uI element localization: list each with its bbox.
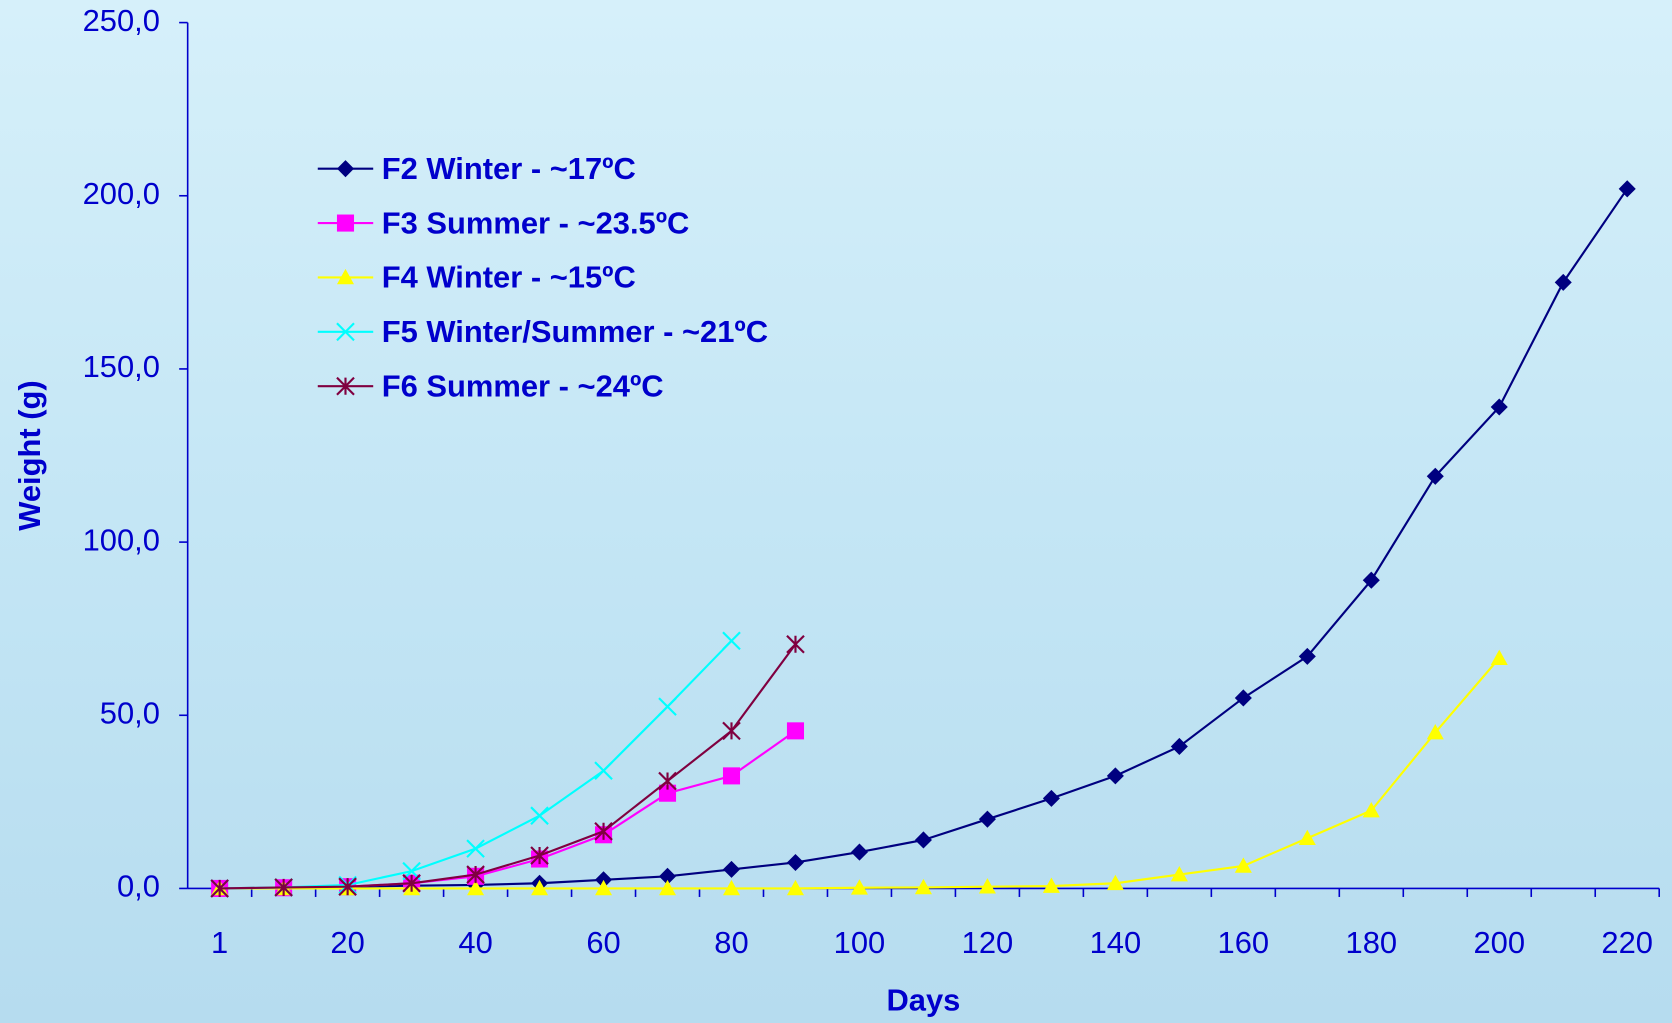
legend-label: F2 Winter - ~17ºC	[382, 151, 636, 186]
x-tick-label: 160	[1218, 925, 1270, 960]
series-line	[220, 641, 732, 889]
marker	[659, 773, 676, 790]
chart: Days Weight (g) 0,0 50,0 100,0 150,0 200,0 25…	[0, 0, 1672, 1023]
marker	[659, 698, 676, 715]
legend-label: F3 Summer - ~23.5ºC	[382, 205, 690, 240]
marker	[1619, 180, 1636, 197]
marker	[1107, 767, 1124, 784]
marker	[1171, 738, 1188, 755]
marker	[915, 831, 932, 848]
marker	[979, 811, 996, 828]
x-tick-label: 120	[962, 925, 1014, 960]
marker	[723, 632, 740, 649]
legend-label: F4 Winter - ~15ºC	[382, 260, 636, 295]
legend: F2 Winter - ~17ºC F3 Summer - ~23.5ºC F4 W…	[318, 151, 768, 404]
x-tick-label: 180	[1346, 925, 1398, 960]
legend-marker	[337, 160, 354, 177]
series-line	[220, 644, 796, 888]
y-tick-label: 250,0	[83, 3, 160, 38]
x-axis-title: Days	[886, 983, 960, 1018]
x-tick-label: 80	[714, 925, 748, 960]
x-tick-label: 100	[834, 925, 886, 960]
marker	[787, 636, 804, 653]
marker	[787, 854, 804, 871]
y-tick-label: 50,0	[100, 695, 160, 730]
marker	[1235, 857, 1252, 872]
x-tick-label: 40	[458, 925, 492, 960]
legend-label: F6 Summer - ~24ºC	[382, 369, 664, 404]
marker	[1043, 790, 1060, 807]
marker	[723, 722, 740, 739]
y-tick-label: 200,0	[83, 176, 160, 211]
marker	[787, 722, 804, 739]
y-axis-title: Weight (g)	[12, 380, 47, 531]
y-tick-label: 100,0	[83, 522, 160, 557]
marker	[723, 767, 740, 784]
y-tick-label: 0,0	[117, 869, 160, 904]
x-tick-label: 1	[211, 925, 228, 960]
marker	[851, 844, 868, 861]
marker	[1299, 830, 1316, 845]
marker	[1491, 650, 1508, 665]
marker	[1235, 689, 1252, 706]
marker	[723, 861, 740, 878]
legend-label: F5 Winter/Summer - ~21ºC	[382, 314, 768, 349]
marker	[467, 840, 484, 857]
legend-marker	[337, 215, 354, 232]
x-tick-label: 220	[1601, 925, 1653, 960]
marker	[1555, 274, 1572, 291]
x-tick-label: 20	[330, 925, 364, 960]
x-tick-label: 200	[1473, 925, 1525, 960]
marker	[531, 807, 548, 824]
x-tick-label: 140	[1090, 925, 1142, 960]
marker	[595, 762, 612, 779]
y-tick-label: 150,0	[83, 349, 160, 384]
x-tick-label: 60	[586, 925, 620, 960]
